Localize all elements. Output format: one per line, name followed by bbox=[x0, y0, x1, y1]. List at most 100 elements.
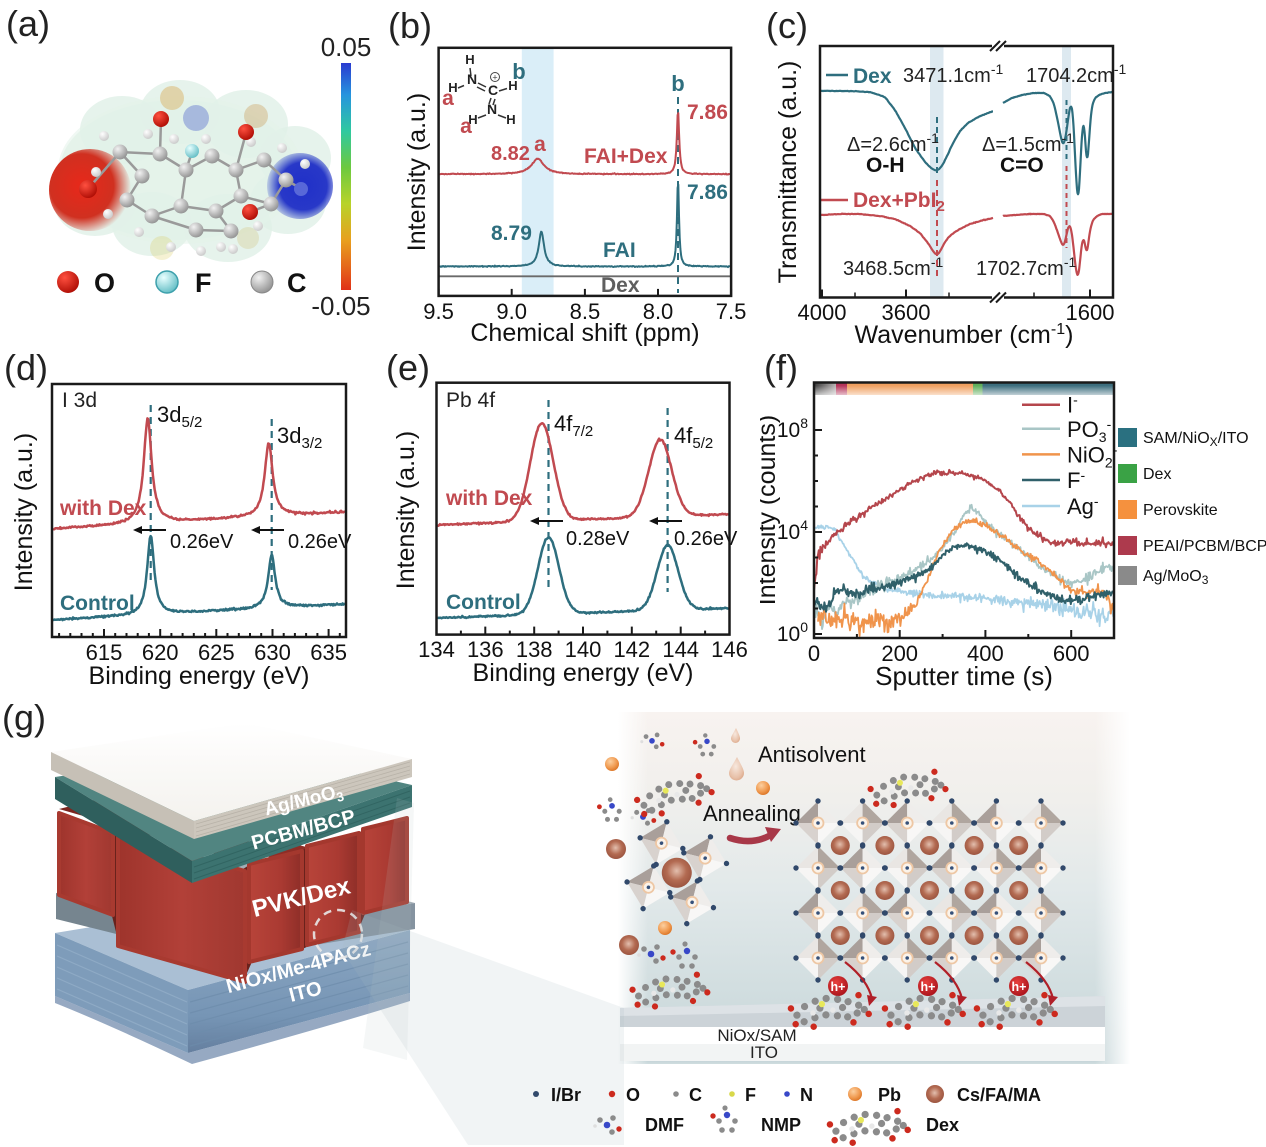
svg-text:4000: 4000 bbox=[798, 300, 847, 325]
svg-text:H: H bbox=[506, 112, 515, 127]
svg-text:O: O bbox=[94, 268, 115, 298]
svg-text:Control: Control bbox=[446, 591, 521, 614]
svg-text:(c): (c) bbox=[766, 5, 808, 46]
svg-text:h+: h+ bbox=[1012, 980, 1027, 994]
svg-text:1704.2cm-1: 1704.2cm-1 bbox=[1026, 61, 1127, 87]
svg-text:with Dex: with Dex bbox=[445, 487, 533, 510]
svg-text:H: H bbox=[465, 52, 474, 67]
svg-text:0.28eV: 0.28eV bbox=[566, 528, 630, 550]
svg-text:100: 100 bbox=[777, 619, 808, 646]
svg-text:Ag-: Ag- bbox=[1067, 493, 1099, 519]
svg-text:I/Br: I/Br bbox=[551, 1085, 581, 1105]
svg-text:C: C bbox=[488, 82, 498, 98]
svg-text:200: 200 bbox=[881, 641, 918, 666]
svg-text:Intensity (counts): Intensity (counts) bbox=[760, 415, 781, 605]
svg-text:NiOx/SAM: NiOx/SAM bbox=[717, 1026, 796, 1045]
svg-text:NMP: NMP bbox=[761, 1115, 801, 1135]
svg-text:Sputter time (s): Sputter time (s) bbox=[875, 661, 1053, 691]
svg-text:b: b bbox=[671, 71, 684, 96]
svg-text:(b): (b) bbox=[388, 5, 432, 46]
svg-text:h+: h+ bbox=[921, 980, 936, 994]
svg-text:I 3d: I 3d bbox=[62, 389, 97, 412]
svg-text:140: 140 bbox=[565, 637, 602, 662]
svg-text:142: 142 bbox=[613, 637, 650, 662]
svg-text:7.86: 7.86 bbox=[687, 181, 728, 204]
svg-text:N: N bbox=[800, 1085, 813, 1105]
svg-text:8.82: 8.82 bbox=[491, 143, 530, 165]
svg-text:3468.5cm-1: 3468.5cm-1 bbox=[843, 254, 944, 280]
svg-text:a: a bbox=[460, 115, 472, 138]
svg-text:Annealing: Annealing bbox=[703, 801, 801, 826]
svg-text:136: 136 bbox=[467, 637, 504, 662]
svg-text:146: 146 bbox=[711, 637, 748, 662]
svg-text:Intensity (a.u.): Intensity (a.u.) bbox=[403, 93, 431, 251]
svg-text:N: N bbox=[467, 71, 477, 87]
svg-text:134: 134 bbox=[418, 637, 455, 662]
svg-text:9.5: 9.5 bbox=[423, 299, 454, 324]
svg-text:(e): (e) bbox=[386, 347, 430, 388]
svg-text:SAM/NiOX/ITO: SAM/NiOX/ITO bbox=[1143, 430, 1249, 449]
svg-text:PEAI/PCBM/BCP: PEAI/PCBM/BCP bbox=[1143, 538, 1266, 555]
svg-text:0.05: 0.05 bbox=[321, 32, 372, 62]
svg-text:1702.7cm-1: 1702.7cm-1 bbox=[976, 254, 1077, 280]
svg-text:Dex: Dex bbox=[601, 274, 640, 297]
svg-text:400: 400 bbox=[967, 641, 1004, 666]
svg-text:b: b bbox=[512, 59, 525, 84]
svg-text:h+: h+ bbox=[831, 980, 846, 994]
svg-text:+: + bbox=[492, 73, 497, 83]
svg-text:C: C bbox=[287, 268, 307, 298]
svg-text:Δ=1.5cm-1: Δ=1.5cm-1 bbox=[982, 130, 1074, 156]
svg-text:615: 615 bbox=[86, 640, 123, 665]
svg-text:Transmittance (a.u.): Transmittance (a.u.) bbox=[774, 61, 802, 284]
svg-text:Binding energy (eV): Binding energy (eV) bbox=[473, 659, 694, 687]
svg-text:Pb: Pb bbox=[878, 1085, 901, 1105]
svg-text:138: 138 bbox=[516, 637, 553, 662]
svg-text:0.26eV: 0.26eV bbox=[170, 531, 234, 553]
svg-text:Antisolvent: Antisolvent bbox=[758, 742, 866, 767]
svg-text:FAI+Dex: FAI+Dex bbox=[584, 145, 668, 168]
svg-text:F-: F- bbox=[1067, 467, 1085, 493]
svg-text:N: N bbox=[487, 101, 497, 117]
svg-text:4f5/2: 4f5/2 bbox=[674, 423, 713, 452]
svg-text:with Dex: with Dex bbox=[59, 497, 147, 520]
svg-text:0.26eV: 0.26eV bbox=[288, 531, 352, 553]
svg-text:Δ=2.6cm-1: Δ=2.6cm-1 bbox=[847, 130, 939, 156]
svg-text:O-H: O-H bbox=[866, 154, 905, 177]
svg-text:620: 620 bbox=[142, 640, 179, 665]
svg-text:Perovskite: Perovskite bbox=[1143, 502, 1218, 519]
svg-text:C=O: C=O bbox=[1000, 154, 1044, 177]
svg-text:Chemical shift (ppm): Chemical shift (ppm) bbox=[470, 319, 699, 347]
svg-text:104: 104 bbox=[777, 517, 808, 544]
svg-text:NiO2-: NiO2- bbox=[1067, 441, 1118, 470]
svg-text:Dex: Dex bbox=[926, 1115, 959, 1135]
svg-text:630: 630 bbox=[254, 640, 291, 665]
svg-text:8.5: 8.5 bbox=[570, 299, 601, 324]
svg-text:H: H bbox=[468, 112, 477, 127]
svg-text:(d): (d) bbox=[4, 347, 48, 388]
svg-text:DMF: DMF bbox=[645, 1115, 684, 1135]
svg-text:H: H bbox=[508, 78, 517, 93]
svg-text:3600: 3600 bbox=[882, 300, 931, 325]
svg-text:Intensity (a.u.): Intensity (a.u.) bbox=[10, 433, 38, 591]
svg-text:600: 600 bbox=[1053, 641, 1090, 666]
svg-text:O: O bbox=[626, 1085, 640, 1105]
svg-text:0.26eV: 0.26eV bbox=[674, 528, 738, 550]
svg-text:Binding energy (eV): Binding energy (eV) bbox=[89, 662, 310, 690]
svg-text:Intensity (a.u.): Intensity (a.u.) bbox=[392, 431, 420, 589]
svg-text:0: 0 bbox=[808, 641, 820, 666]
svg-text:(g): (g) bbox=[2, 697, 46, 738]
svg-text:144: 144 bbox=[662, 637, 699, 662]
svg-text:Dex: Dex bbox=[1143, 466, 1171, 483]
svg-text:I-: I- bbox=[1067, 392, 1078, 418]
svg-text:F: F bbox=[745, 1085, 756, 1105]
svg-text:Wavenumber (cm-1): Wavenumber (cm-1) bbox=[855, 321, 1074, 349]
svg-text:3d3/2: 3d3/2 bbox=[277, 423, 322, 452]
svg-text:3471.1cm-1: 3471.1cm-1 bbox=[903, 61, 1004, 87]
svg-text:1600: 1600 bbox=[1066, 300, 1115, 325]
svg-text:3d5/2: 3d5/2 bbox=[157, 402, 202, 431]
svg-text:Dex+PbI2: Dex+PbI2 bbox=[853, 189, 945, 215]
svg-text:Dex: Dex bbox=[853, 65, 892, 88]
svg-text:Pb 4f: Pb 4f bbox=[446, 389, 495, 412]
svg-text:F: F bbox=[195, 268, 212, 298]
svg-text:108: 108 bbox=[777, 415, 808, 442]
